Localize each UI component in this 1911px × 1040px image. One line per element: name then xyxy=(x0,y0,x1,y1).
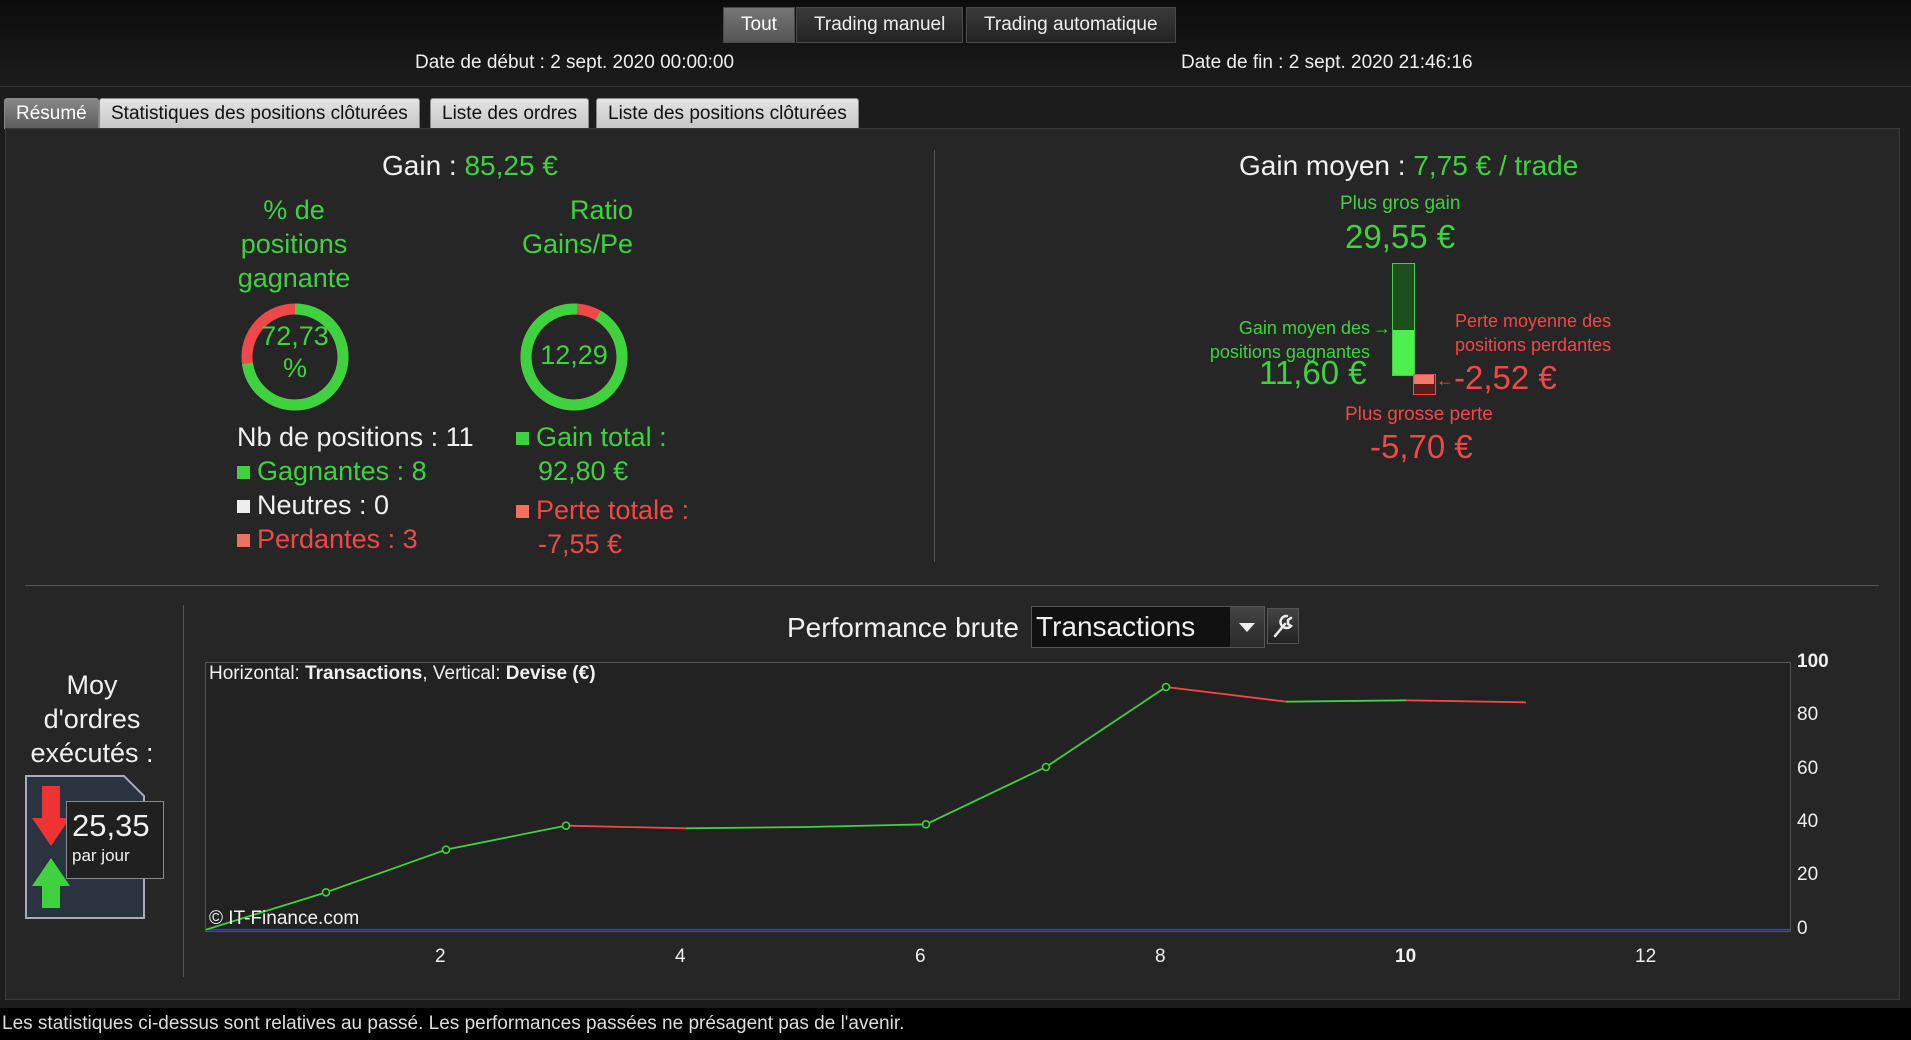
loss-total-swatch xyxy=(516,505,529,518)
gain-summary: Gain : 85,25 € xyxy=(382,150,558,182)
orders-unit: par jour xyxy=(72,846,130,865)
biggest-gain-label: Plus gros gain xyxy=(1340,193,1461,214)
y-tick-label: 0 xyxy=(1797,917,1808,939)
horizontal-divider xyxy=(25,585,1879,586)
totals-breakdown: Gain total : 92,80 € Perte totale : -7,5… xyxy=(516,420,689,561)
x-tick-label: 12 xyxy=(1635,946,1657,967)
perf-title: Performance brute xyxy=(787,612,1019,643)
y-tick-label: 20 xyxy=(1797,864,1819,886)
avg-gain-label: Gain moyen : xyxy=(1239,150,1406,181)
orders-label: Moy d'ordres exécutés : xyxy=(30,670,154,768)
series-segment xyxy=(445,824,567,851)
perf-select[interactable]: Transactions xyxy=(1031,606,1265,648)
disclaimer: Les statistiques ci-dessus sont relative… xyxy=(0,1008,1911,1040)
x-tick-label: 2 xyxy=(435,946,446,967)
filter-manual-button[interactable]: Trading manuel xyxy=(796,7,964,43)
loss-total-label: Perte totale : xyxy=(536,495,690,525)
biggest-loss-value: -5,70 € xyxy=(1370,428,1473,465)
chart-copyright: © IT-Finance.com xyxy=(209,908,360,929)
avg-gain-value: 7,75 € / trade xyxy=(1413,150,1579,181)
data-point xyxy=(1041,762,1051,772)
biggest-gain-value: 29,55 € xyxy=(1345,218,1456,255)
data-point xyxy=(321,888,331,897)
tab-closed-stats[interactable]: Statistiques des positions clôturées xyxy=(99,98,420,129)
tab-summary[interactable]: Résumé xyxy=(4,98,99,129)
y-tick-label: 40 xyxy=(1797,811,1819,832)
positions-count: Nb de positions : 11 xyxy=(237,422,474,452)
data-point xyxy=(1161,682,1171,692)
gain-total-value: 92,80 € xyxy=(538,456,629,486)
series-segment xyxy=(1285,699,1407,703)
orders-value-box: 25,35 par jour xyxy=(66,801,164,879)
losers-count: Perdantes : 3 xyxy=(257,524,418,554)
gain-value: 85,25 € xyxy=(464,150,558,181)
gain-total-swatch xyxy=(516,432,529,445)
loss-total-value: -7,55 € xyxy=(538,529,623,559)
y-tick-label: 80 xyxy=(1797,704,1819,726)
neutral-legend-swatch xyxy=(237,500,250,513)
series-segment xyxy=(925,766,1047,826)
ratio-donut xyxy=(520,303,628,411)
series-segment xyxy=(325,848,447,894)
x-tick-label: 6 xyxy=(915,946,926,967)
y-tick-label: 60 xyxy=(1797,757,1819,779)
win-pct-donut xyxy=(241,303,349,411)
ratio-value: 12,29 xyxy=(540,340,608,370)
perf-chart: Horizontal: Transactions, Vertical: Devi… xyxy=(205,662,1791,932)
data-point xyxy=(561,821,571,830)
series-segment xyxy=(805,823,927,828)
data-point xyxy=(921,820,931,829)
series-segment xyxy=(1045,686,1167,768)
orders-divider xyxy=(183,605,184,977)
series-segment xyxy=(1405,699,1527,704)
chart-axis-caption: Horizontal: Transactions, Vertical: Devi… xyxy=(209,663,596,684)
loss-legend-swatch xyxy=(237,534,250,547)
perf-select-value: Transactions xyxy=(1036,611,1196,642)
chevron-down-icon[interactable] xyxy=(1230,607,1264,647)
winners-count: Gagnantes : 8 xyxy=(257,456,427,486)
gain-total-label: Gain total : xyxy=(536,422,667,452)
x-tick-label: 4 xyxy=(675,946,686,967)
filter-auto-button[interactable]: Trading automatique xyxy=(966,7,1176,43)
series-segment xyxy=(565,824,687,830)
ratio-title: Ratio Gains/Pe xyxy=(521,195,633,259)
start-date: Date de début : 2 sept. 2020 00:00:00 xyxy=(415,52,735,73)
x-tick-label: 10 xyxy=(1395,946,1417,967)
win-pct-value: 72,73 % xyxy=(261,321,329,380)
avg-win-arrow: → xyxy=(1373,318,1391,338)
series-segment xyxy=(206,891,327,931)
win-legend-swatch xyxy=(237,466,250,479)
avg-loss-value: -2,52 € xyxy=(1454,359,1557,396)
data-point xyxy=(441,845,451,854)
end-date: Date de fin : 2 sept. 2020 21:46:16 xyxy=(1181,52,1473,73)
avg-win-value: 11,60 € xyxy=(1259,354,1367,391)
tab-orders[interactable]: Liste des ordres xyxy=(430,98,590,129)
win-pct-title: % de positions gagnante xyxy=(237,195,351,293)
gain-label: Gain : xyxy=(382,150,457,181)
avg-loss-label: Perte moyenne des positions perdantes xyxy=(1455,311,1612,355)
avg-gain-bar xyxy=(1393,330,1414,375)
series-segment xyxy=(685,826,807,830)
avg-loss-bar xyxy=(1414,375,1434,384)
biggest-loss-label: Plus grosse perte xyxy=(1345,404,1493,425)
series-segment xyxy=(1165,686,1287,703)
top-bar: Tout Trading manuel Trading automatique … xyxy=(0,0,1911,87)
vertical-divider xyxy=(934,150,935,562)
avg-gain-summary: Gain moyen : 7,75 € / trade xyxy=(1239,150,1578,182)
x-tick-label: 8 xyxy=(1155,946,1166,967)
tab-closed-positions[interactable]: Liste des positions clôturées xyxy=(596,98,859,129)
perf-chart-plot xyxy=(206,682,1790,931)
avg-win-label: Gain moyen des positions gagnantes xyxy=(1209,318,1370,362)
neutral-count: Neutres : 0 xyxy=(257,490,390,520)
y-tick-label: 100 xyxy=(1797,651,1829,672)
wrench-icon[interactable] xyxy=(1267,608,1299,644)
avg-loss-arrow: ← xyxy=(1436,370,1454,390)
positions-breakdown: Nb de positions : 11 Gagnantes : 8 Neutr… xyxy=(237,420,474,556)
orders-value: 25,35 xyxy=(72,808,150,843)
filter-all-button[interactable]: Tout xyxy=(723,7,795,43)
